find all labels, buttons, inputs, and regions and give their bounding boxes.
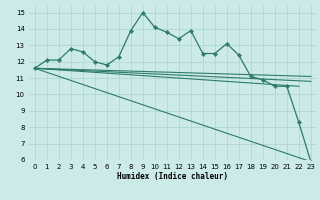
X-axis label: Humidex (Indice chaleur): Humidex (Indice chaleur) (117, 172, 228, 181)
